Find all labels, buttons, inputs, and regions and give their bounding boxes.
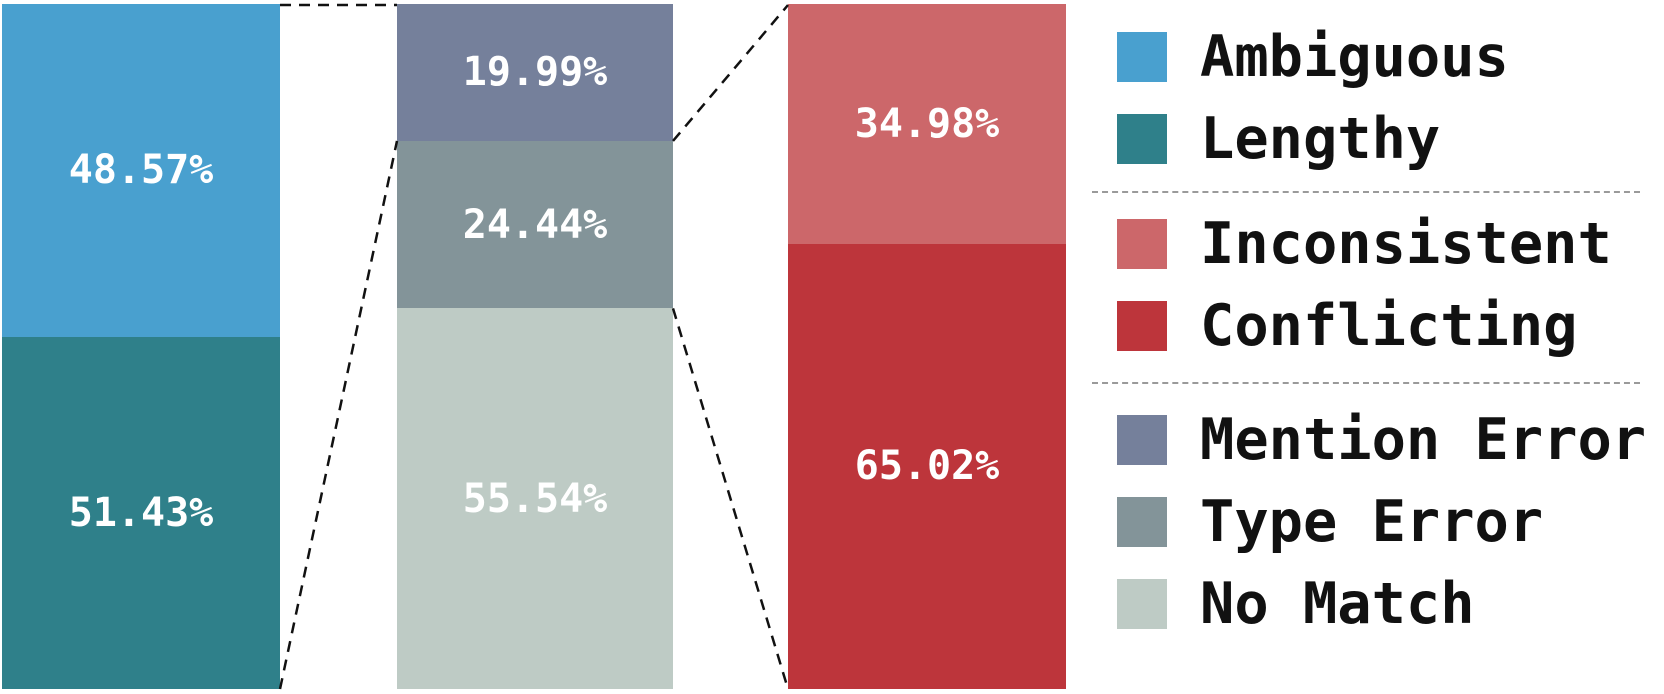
legend-label: Conflicting bbox=[1200, 292, 1578, 359]
segment-value-label: 55.54% bbox=[462, 475, 608, 522]
segment-value-label: 51.43% bbox=[68, 489, 214, 536]
segment-value-label: 24.44% bbox=[462, 201, 608, 248]
legend-swatch-icon bbox=[1117, 301, 1167, 351]
legend-swatch-icon bbox=[1117, 415, 1167, 465]
legend-item-type-error: Type Error bbox=[1117, 488, 1544, 555]
legend-swatch-icon bbox=[1117, 114, 1167, 164]
bar-segment-mention-error: 19.99% bbox=[397, 4, 673, 141]
legend-label: Mention Error bbox=[1200, 406, 1647, 473]
legend-item-lengthy: Lengthy bbox=[1117, 105, 1441, 172]
legend-swatch-icon bbox=[1117, 219, 1167, 269]
segment-value-label: 48.57% bbox=[68, 147, 214, 194]
legend-item-ambiguous: Ambiguous bbox=[1117, 23, 1509, 90]
bar-overall-distribution: 19.99% 24.44% 55.54% bbox=[397, 4, 673, 689]
legend-item-no-match: No Match bbox=[1117, 570, 1475, 637]
bar-segment-no-match: 55.54% bbox=[397, 308, 673, 689]
bar-segment-lengthy: 51.43% bbox=[2, 336, 280, 689]
bar-segment-conflicting: 65.02% bbox=[788, 243, 1066, 689]
segment-value-label: 19.99% bbox=[462, 49, 608, 96]
legend-label: Type Error bbox=[1200, 488, 1544, 555]
legend-item-conflicting: Conflicting bbox=[1117, 292, 1578, 359]
bar-type-error-breakdown: 34.98% 65.02% bbox=[788, 4, 1066, 689]
segment-value-label: 34.98% bbox=[854, 100, 1000, 147]
legend-group-separator bbox=[1092, 191, 1640, 193]
bar-segment-type-error: 24.44% bbox=[397, 140, 673, 309]
connector-line bbox=[671, 307, 790, 690]
legend-swatch-icon bbox=[1117, 579, 1167, 629]
connector-line bbox=[672, 4, 789, 142]
connector-line bbox=[278, 140, 399, 690]
legend-label: Lengthy bbox=[1200, 105, 1441, 172]
legend-item-mention-error: Mention Error bbox=[1117, 406, 1647, 473]
segment-value-label: 65.02% bbox=[854, 443, 1000, 490]
legend-label: Ambiguous bbox=[1200, 23, 1509, 90]
legend-group-separator bbox=[1092, 382, 1640, 384]
bar-mention-error-breakdown: 48.57% 51.43% bbox=[2, 4, 280, 689]
bar-segment-ambiguous: 48.57% bbox=[2, 4, 280, 337]
legend-label: No Match bbox=[1200, 570, 1475, 637]
bar-segment-inconsistent: 34.98% bbox=[788, 4, 1066, 244]
legend-item-inconsistent: Inconsistent bbox=[1117, 210, 1612, 277]
legend-swatch-icon bbox=[1117, 497, 1167, 547]
legend-swatch-icon bbox=[1117, 32, 1167, 82]
legend-label: Inconsistent bbox=[1200, 210, 1612, 277]
